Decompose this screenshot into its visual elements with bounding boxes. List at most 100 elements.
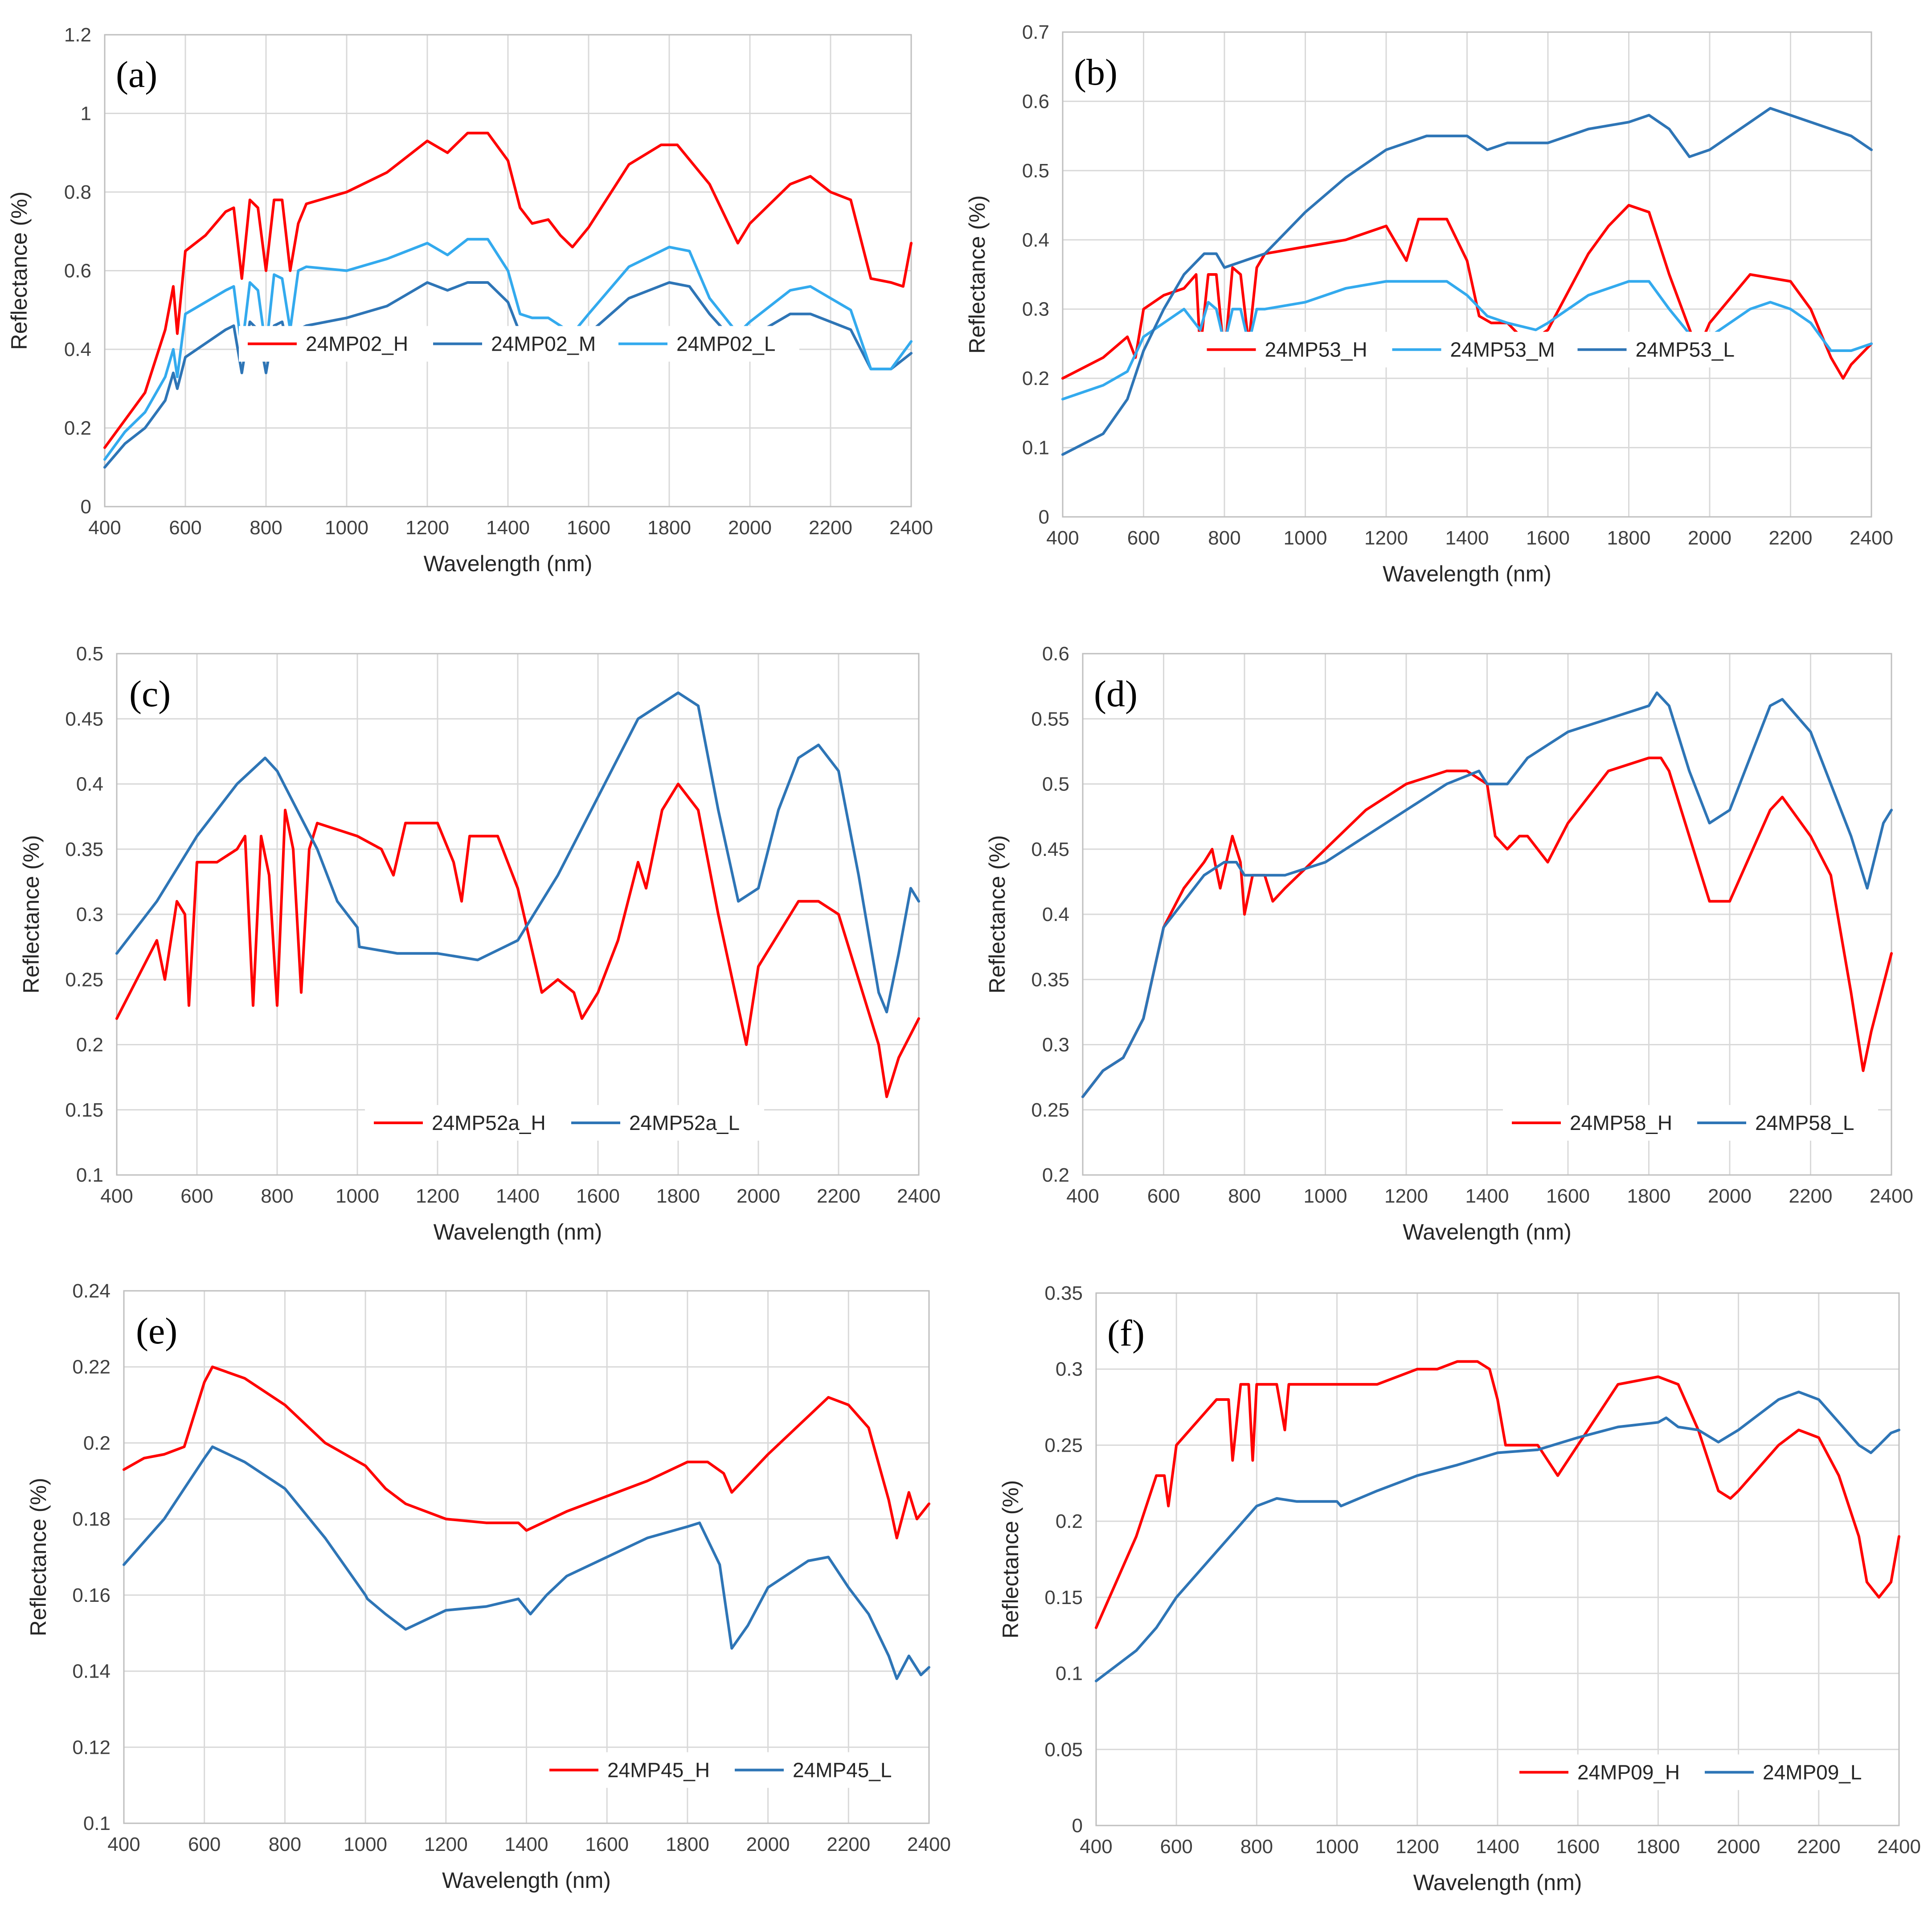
x-axis-title: Wavelength (nm) <box>1403 1220 1572 1244</box>
x-tick-label: 2000 <box>728 517 772 539</box>
x-tick-label: 1600 <box>576 1185 620 1207</box>
x-axis-title: Wavelength (nm) <box>434 1220 602 1244</box>
y-axis-title: Reflectance (%) <box>19 835 44 994</box>
x-tick-label: 1400 <box>1476 1836 1519 1858</box>
plot-frame <box>116 653 920 1176</box>
y-axis-title: Reflectance (%) <box>998 1480 1023 1639</box>
x-tick-label: 400 <box>1066 1185 1099 1207</box>
chart-panel-6: 0 0.05 0.1 0.15 0.2 0.25 0.3 0.35 400 600 800 1000 1… <box>998 1282 1921 1895</box>
y-tick-label: 0.6 <box>1042 643 1069 665</box>
x-tick-label: 2000 <box>1708 1185 1752 1207</box>
legend-background <box>1198 332 1759 368</box>
y-tick-label: 0.7 <box>1022 21 1049 43</box>
y-tick-label: 0.1 <box>76 1164 103 1186</box>
x-tick-label: 400 <box>107 1834 140 1855</box>
y-axis-title: Reflectance (%) <box>965 195 990 354</box>
legend: 24MP45_H 24MP45_L <box>540 1752 916 1788</box>
x-tick-label: 1600 <box>1546 1185 1590 1207</box>
x-tick-label: 800 <box>250 517 282 539</box>
x-tick-label: 2200 <box>827 1834 870 1855</box>
x-tick-label: 1200 <box>424 1834 468 1855</box>
x-tick-label: 1600 <box>1526 527 1570 549</box>
x-tick-label: 2200 <box>1789 1185 1833 1207</box>
x-tick-label: 2400 <box>897 1185 941 1207</box>
legend-background <box>365 1105 764 1141</box>
plot-frame <box>104 34 912 508</box>
panel-tag: (b) <box>1074 52 1117 93</box>
y-tick-label: 0.4 <box>64 339 91 360</box>
y-tick-label: 0.2 <box>1022 368 1049 389</box>
y-tick-label: 0.2 <box>64 418 91 439</box>
chart-panel-5: 0.1 0.12 0.14 0.16 0.18 0.2 0.22 0.24 400 600 800 1… <box>26 1280 951 1893</box>
y-tick-label: 0.05 <box>1044 1739 1083 1760</box>
y-tick-label: 0.1 <box>83 1813 111 1834</box>
legend-label: 24MP45_L <box>793 1759 892 1782</box>
y-tick-label: 0.35 <box>65 839 103 860</box>
y-tick-label: 0.2 <box>1042 1164 1069 1186</box>
series-line-24MP53_H <box>1061 204 1873 380</box>
x-tick-label: 1000 <box>1315 1836 1359 1858</box>
y-tick-label: 0.3 <box>76 904 103 925</box>
x-tick-label: 2000 <box>1688 527 1731 549</box>
y-tick-label: 0.45 <box>65 708 103 730</box>
x-tick-label: 1200 <box>1384 1185 1428 1207</box>
x-tick-label: 2000 <box>737 1185 780 1207</box>
y-tick-label: 0.2 <box>1056 1510 1083 1532</box>
x-tick-label: 1400 <box>1445 527 1489 549</box>
panel-tag: (a) <box>116 54 157 95</box>
x-tick-label: 800 <box>261 1185 293 1207</box>
x-tick-label: 1400 <box>496 1185 540 1207</box>
x-tick-label: 1000 <box>1284 527 1327 549</box>
y-tick-label: 1.2 <box>64 24 91 46</box>
legend: 24MP09_H 24MP09_L <box>1510 1754 1886 1790</box>
x-tick-label: 2000 <box>1717 1836 1760 1858</box>
y-tick-label: 0.1 <box>1056 1663 1083 1685</box>
y-tick-label: 0 <box>1039 506 1049 528</box>
plot-frame <box>1082 653 1892 1176</box>
x-tick-label: 1000 <box>344 1834 387 1855</box>
x-tick-label: 2200 <box>817 1185 860 1207</box>
y-tick-label: 0.4 <box>1042 904 1069 925</box>
x-tick-label: 2000 <box>746 1834 790 1855</box>
x-tick-label: 2200 <box>809 517 852 539</box>
chart-panel-2: 0 0.1 0.2 0.3 0.4 0.5 0.6 0.7 400 600 800 1000 1200 1… <box>965 21 1893 586</box>
y-tick-label: 0.55 <box>1031 708 1069 730</box>
x-tick-label: 600 <box>1127 527 1160 549</box>
legend-label: 24MP53_H <box>1265 338 1367 361</box>
x-tick-label: 1800 <box>647 517 691 539</box>
y-tick-label: 0.5 <box>1042 774 1069 795</box>
x-tick-label: 600 <box>1147 1185 1180 1207</box>
x-tick-label: 800 <box>1228 1185 1261 1207</box>
y-tick-label: 0.16 <box>72 1584 111 1606</box>
panel-tag: (c) <box>129 673 171 715</box>
legend: 24MP53_H 24MP53_M 24MP53_L <box>1198 332 1759 368</box>
legend-label: 24MP02_L <box>676 332 776 356</box>
series-line-24MP09_H <box>1095 1360 1900 1629</box>
panel-tag: (d) <box>1094 673 1138 715</box>
legend-label: 24MP09_L <box>1763 1761 1862 1784</box>
series-line-24MP02_L <box>103 237 913 461</box>
legend: 24MP52a_H 24MP52a_L <box>365 1105 764 1141</box>
legend: 24MP58_H 24MP58_L <box>1503 1105 1878 1141</box>
x-axis-title: Wavelength (nm) <box>442 1868 611 1893</box>
y-tick-label: 0.22 <box>72 1356 111 1378</box>
legend-background <box>1510 1754 1886 1790</box>
y-tick-label: 0.3 <box>1056 1359 1083 1380</box>
chart-panel-3: 0.1 0.15 0.2 0.25 0.3 0.35 0.4 0.45 0.5 400 600 800… <box>19 643 941 1244</box>
x-tick-label: 2200 <box>1769 527 1813 549</box>
y-tick-label: 0.25 <box>1044 1434 1083 1456</box>
y-axis-title: Reflectance (%) <box>26 1478 51 1637</box>
series-line-24MP52a_H <box>115 782 920 1098</box>
legend-label: 24MP02_H <box>306 332 408 356</box>
series-line-24MP53_L <box>1061 107 1873 456</box>
y-tick-label: 0.5 <box>76 643 103 665</box>
legend-background <box>1503 1105 1878 1141</box>
x-axis-title: Wavelength (nm) <box>1413 1870 1582 1895</box>
y-tick-label: 0.45 <box>1031 839 1069 860</box>
legend: 24MP02_H 24MP02_M 24MP02_L <box>239 326 799 362</box>
plot-frame <box>123 1290 930 1824</box>
chart-panel-1: 0 0.2 0.4 0.6 0.8 1 1.2 400 600 800 1000 1200 1400 16… <box>7 24 933 576</box>
x-tick-label: 1200 <box>405 517 449 539</box>
series-line-24MP02_H <box>103 131 913 449</box>
y-tick-label: 0.8 <box>64 181 91 203</box>
